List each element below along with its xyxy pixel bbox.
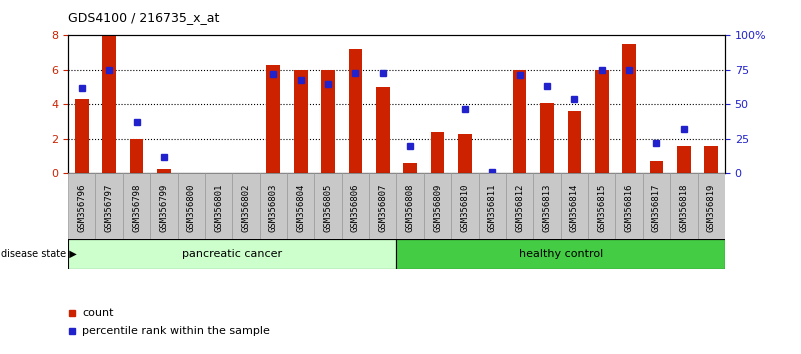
- Text: disease state ▶: disease state ▶: [1, 249, 77, 259]
- Text: GSM356803: GSM356803: [269, 183, 278, 232]
- Text: GSM356798: GSM356798: [132, 183, 141, 232]
- Text: GSM356808: GSM356808: [405, 183, 415, 232]
- Text: GSM356811: GSM356811: [488, 183, 497, 232]
- Text: GSM356804: GSM356804: [296, 183, 305, 232]
- Bar: [294, 70, 308, 173]
- Bar: [75, 99, 89, 173]
- Bar: [513, 70, 526, 173]
- Text: GSM356806: GSM356806: [351, 183, 360, 232]
- Bar: [677, 146, 690, 173]
- Text: GSM356797: GSM356797: [105, 183, 114, 232]
- Bar: [458, 134, 472, 173]
- Bar: [431, 132, 445, 173]
- Text: healthy control: healthy control: [518, 249, 603, 259]
- Bar: [321, 70, 335, 173]
- Text: GDS4100 / 216735_x_at: GDS4100 / 216735_x_at: [68, 11, 219, 24]
- Bar: [232, 173, 260, 239]
- Text: GSM356812: GSM356812: [515, 183, 524, 232]
- Text: GSM356800: GSM356800: [187, 183, 195, 232]
- Bar: [287, 173, 314, 239]
- Bar: [260, 173, 287, 239]
- Bar: [314, 173, 342, 239]
- Bar: [151, 173, 178, 239]
- Bar: [568, 111, 582, 173]
- Bar: [68, 173, 95, 239]
- Bar: [424, 173, 451, 239]
- Text: GSM356818: GSM356818: [679, 183, 688, 232]
- Bar: [267, 65, 280, 173]
- Bar: [130, 139, 143, 173]
- Bar: [622, 44, 636, 173]
- Bar: [396, 173, 424, 239]
- Bar: [533, 173, 561, 239]
- Bar: [103, 35, 116, 173]
- Bar: [650, 161, 663, 173]
- Bar: [588, 173, 615, 239]
- Text: GSM356796: GSM356796: [77, 183, 87, 232]
- Bar: [123, 173, 151, 239]
- Text: GSM356814: GSM356814: [570, 183, 579, 232]
- Text: percentile rank within the sample: percentile rank within the sample: [83, 326, 270, 336]
- Bar: [561, 173, 588, 239]
- Bar: [369, 173, 396, 239]
- Text: GSM356807: GSM356807: [378, 183, 388, 232]
- Bar: [615, 173, 642, 239]
- Text: GSM356817: GSM356817: [652, 183, 661, 232]
- Bar: [478, 173, 506, 239]
- Bar: [670, 173, 698, 239]
- Bar: [506, 173, 533, 239]
- Text: count: count: [83, 308, 114, 318]
- Bar: [205, 173, 232, 239]
- Bar: [342, 173, 369, 239]
- Bar: [451, 173, 478, 239]
- Text: GSM356816: GSM356816: [625, 183, 634, 232]
- Bar: [376, 87, 389, 173]
- Bar: [396, 239, 725, 269]
- Text: GSM356810: GSM356810: [461, 183, 469, 232]
- Bar: [698, 173, 725, 239]
- Bar: [404, 163, 417, 173]
- Bar: [348, 49, 362, 173]
- Bar: [68, 239, 396, 269]
- Text: GSM356801: GSM356801: [214, 183, 223, 232]
- Bar: [95, 173, 123, 239]
- Text: GSM356799: GSM356799: [159, 183, 168, 232]
- Text: GSM356815: GSM356815: [598, 183, 606, 232]
- Text: GSM356809: GSM356809: [433, 183, 442, 232]
- Text: GSM356805: GSM356805: [324, 183, 332, 232]
- Text: GSM356802: GSM356802: [241, 183, 251, 232]
- Text: GSM356819: GSM356819: [706, 183, 716, 232]
- Bar: [595, 70, 609, 173]
- Text: pancreatic cancer: pancreatic cancer: [182, 249, 282, 259]
- Bar: [178, 173, 205, 239]
- Bar: [642, 173, 670, 239]
- Bar: [157, 169, 171, 173]
- Text: GSM356813: GSM356813: [542, 183, 552, 232]
- Bar: [540, 103, 553, 173]
- Bar: [704, 146, 718, 173]
